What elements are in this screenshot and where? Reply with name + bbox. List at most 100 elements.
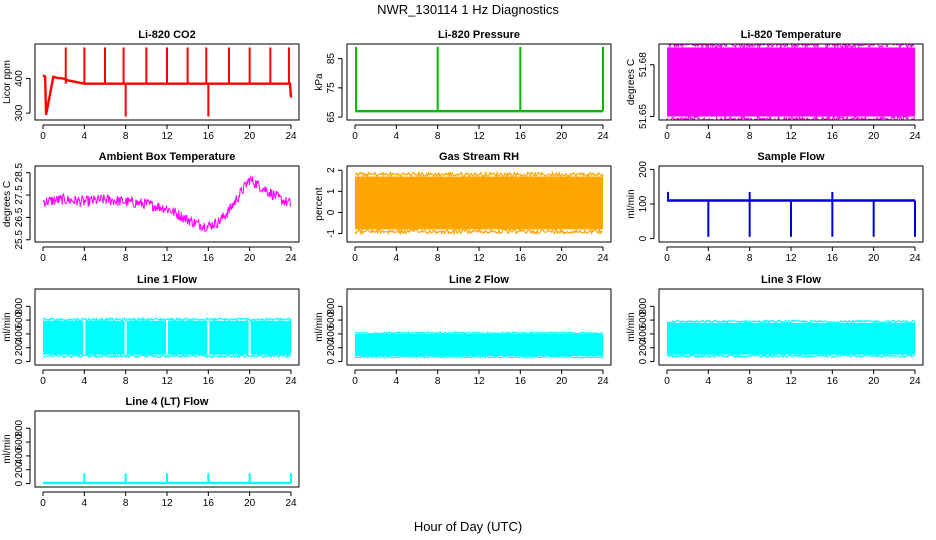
x-tick-label: 16 (515, 131, 527, 142)
band-upper-edge (354, 331, 604, 335)
band-upper-edge (354, 170, 604, 179)
y-axis-label: ml/min (626, 189, 637, 218)
band-upper-edge (666, 318, 916, 325)
data-band (250, 320, 291, 355)
y-tick-label: 400 (14, 70, 25, 87)
y-tick-label: 0 (326, 358, 337, 364)
x-tick-label: 20 (868, 131, 880, 142)
y-tick-label: 51.65 (638, 104, 649, 129)
y-tick-label: 200 (14, 461, 25, 478)
x-axis: 0 4 8 12 16 20 24 (40, 369, 297, 387)
plot-frame (34, 43, 300, 121)
x-tick-label: 24 (597, 376, 609, 387)
x-tick-label: 0 (664, 376, 670, 387)
y-axis-label: degrees C (626, 59, 637, 105)
band-lower-edge (666, 353, 916, 359)
x-tick-label: 8 (747, 376, 753, 387)
x-tick-label: 20 (556, 376, 568, 387)
x-tick-label: 8 (747, 253, 753, 264)
x-axis: 0 4 8 12 16 20 24 (352, 369, 609, 387)
x-tick-label: 4 (82, 498, 88, 509)
y-tick-label: 200 (638, 161, 649, 178)
y-axis-label: ml/min (2, 434, 13, 463)
x-tick-label: 8 (747, 131, 753, 142)
x-tick-label: 4 (706, 253, 712, 264)
plot-frame (658, 43, 924, 121)
x-tick-label: 8 (123, 131, 129, 142)
x-tick-label: 4 (82, 131, 88, 142)
x-tick-label: 20 (868, 253, 880, 264)
panel-3: Li-820 Temperature 0 4 8 12 16 20 24 51.65 51.68d… (626, 29, 924, 142)
data-band (85, 320, 125, 355)
y-tick-label: 400 (14, 325, 25, 342)
x-tick-label: 16 (203, 498, 215, 509)
x-tick-label: 20 (244, 131, 256, 142)
x-tick-label: 12 (785, 131, 797, 142)
y-axis-label: ml/min (626, 312, 637, 341)
x-axis: 0 4 8 12 16 20 24 (352, 124, 609, 142)
data-marks (666, 318, 916, 359)
x-tick-label: 12 (161, 253, 173, 264)
x-tick-label: 8 (123, 498, 129, 509)
x-tick-label: 24 (285, 376, 297, 387)
figure-title: NWR_130114 1 Hz Diagnostics (377, 2, 559, 17)
figure-x-axis-label: Hour of Day (UTC) (414, 519, 522, 534)
data-band (43, 320, 84, 355)
x-tick-label: 12 (161, 498, 173, 509)
x-tick-label: 4 (394, 253, 400, 264)
panel-4: Ambient Box Temperature 0 4 8 12 16 20 24 25.5 26… (2, 151, 300, 264)
y-tick-label: 25.5 (14, 230, 25, 250)
panel-title: Sample Flow (757, 151, 825, 163)
x-tick-label: 0 (40, 131, 46, 142)
y-tick-label: 200 (14, 339, 25, 356)
x-axis: 0 4 8 12 16 20 24 (664, 369, 921, 387)
x-axis: 0 4 8 12 16 20 24 (40, 491, 297, 509)
panel-title: Line 3 Flow (761, 274, 821, 286)
y-tick-label: 0 (326, 209, 337, 215)
y-tick-label: 28.5 (14, 163, 25, 183)
x-tick-label: 0 (40, 253, 46, 264)
x-tick-label: 12 (785, 253, 797, 264)
data-marks (354, 170, 604, 236)
data-marks (43, 473, 292, 485)
x-tick-label: 8 (123, 376, 129, 387)
band-lower-edge (42, 353, 292, 359)
y-tick-label: 85 (326, 53, 337, 65)
x-tick-label: 20 (244, 253, 256, 264)
y-tick-label: 0 (14, 480, 25, 486)
x-tick-label: 0 (40, 376, 46, 387)
x-tick-label: 8 (435, 253, 441, 264)
x-tick-label: 4 (394, 131, 400, 142)
x-tick-label: 0 (40, 498, 46, 509)
y-axis-label: Licor ppm (2, 60, 13, 104)
data-marks (667, 191, 916, 237)
x-tick-label: 20 (244, 376, 256, 387)
x-tick-label: 8 (435, 376, 441, 387)
y-tick-label: 800 (326, 297, 337, 314)
x-axis: 0 4 8 12 16 20 24 (664, 246, 921, 264)
x-tick-label: 0 (352, 376, 358, 387)
y-tick-label: 600 (638, 311, 649, 328)
panel-title: Li-820 CO2 (138, 29, 195, 41)
panel-7: Line 1 Flow 0 4 8 12 16 20 24 0 200400600800ml/mi… (2, 274, 300, 387)
y-axis-label: degrees C (2, 181, 13, 227)
x-tick-label: 0 (352, 253, 358, 264)
data-band (355, 333, 603, 357)
y-tick-label: 75 (326, 82, 337, 94)
panel-title: Li-820 Temperature (741, 29, 842, 41)
x-tick-label: 4 (706, 376, 712, 387)
panel-10: Line 4 (LT) Flow 0 4 8 12 16 20 24 0 200400600800… (2, 396, 300, 509)
x-tick-label: 4 (706, 131, 712, 142)
y-tick-label: 600 (14, 433, 25, 450)
y-axis: -1 0 1 2 percent (314, 167, 343, 238)
panel-title: Line 2 Flow (449, 274, 509, 286)
y-axis-label: kPa (314, 73, 325, 91)
y-tick-label: 0 (638, 235, 649, 241)
x-tick-label: 24 (285, 498, 297, 509)
